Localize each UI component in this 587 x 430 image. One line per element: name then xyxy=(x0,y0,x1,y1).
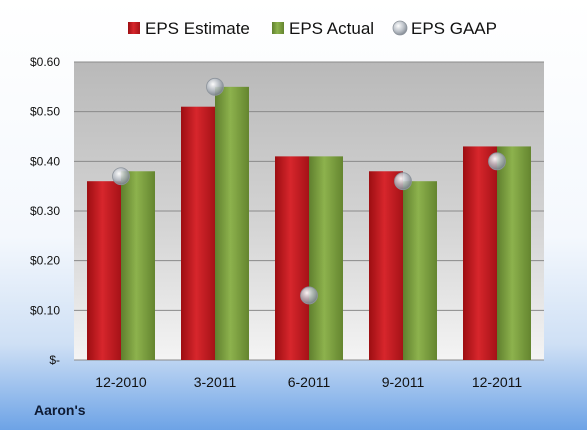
point-eps-gaap xyxy=(112,167,130,186)
bar-eps-actual xyxy=(403,181,437,360)
bar-eps-estimate xyxy=(181,106,215,360)
x-tick-label: 3-2011 xyxy=(194,374,237,390)
y-tick-label: $0.50 xyxy=(30,105,60,119)
legend-swatch xyxy=(392,20,408,36)
bar-eps-estimate xyxy=(87,181,121,360)
y-tick-label: $- xyxy=(49,353,60,367)
bars xyxy=(87,86,531,360)
y-tick-label: $0.60 xyxy=(30,55,60,69)
legend-label: EPS Actual xyxy=(289,19,374,38)
point-eps-gaap xyxy=(488,152,506,171)
bar-eps-estimate xyxy=(369,171,403,360)
company-name: Aaron's xyxy=(34,402,86,418)
gaap-points xyxy=(112,77,506,305)
point-eps-gaap xyxy=(206,77,224,96)
legend-swatch xyxy=(128,22,140,34)
x-tick-label: 12-2010 xyxy=(95,374,147,390)
y-tick-label: $0.40 xyxy=(30,154,60,168)
legend-swatch xyxy=(272,22,284,34)
x-tick-label: 6-2011 xyxy=(288,374,331,390)
legend-label: EPS GAAP xyxy=(411,19,497,38)
y-tick-label: $0.30 xyxy=(30,204,60,218)
bar-eps-estimate xyxy=(463,146,497,360)
x-tick-label: 12-2011 xyxy=(472,374,523,390)
point-eps-gaap xyxy=(300,286,318,305)
bar-eps-estimate xyxy=(275,156,309,360)
legend-label: EPS Estimate xyxy=(145,19,250,38)
bar-eps-actual xyxy=(121,171,155,360)
y-tick-label: $0.10 xyxy=(30,303,60,317)
x-tick-label: 9-2011 xyxy=(382,374,425,390)
x-axis: 12-2010 3-2011 6-2011 9-2011 12-2011 xyxy=(95,374,522,390)
y-axis: $- $0.10 $0.20 $0.30 $0.40 $0.50 $0.60 xyxy=(30,55,60,367)
bar-eps-actual xyxy=(309,156,343,360)
y-tick-label: $0.20 xyxy=(30,254,60,268)
legend: EPS Estimate EPS Actual EPS GAAP xyxy=(128,19,497,38)
bar-eps-actual xyxy=(215,86,249,360)
bar-eps-actual xyxy=(497,146,531,360)
point-eps-gaap xyxy=(394,172,412,191)
